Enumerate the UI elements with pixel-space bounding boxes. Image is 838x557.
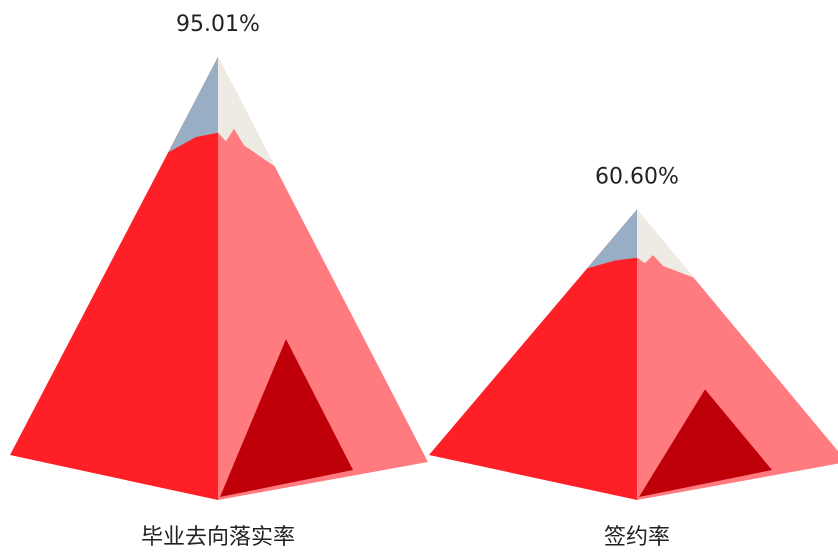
value-label: 95.01%	[176, 12, 260, 37]
snow-right	[218, 57, 275, 167]
mountain	[10, 57, 428, 500]
mountain-shadow	[220, 339, 353, 497]
mountain-left-face	[429, 209, 637, 500]
mountain	[429, 209, 838, 500]
snow-left	[168, 57, 218, 153]
value-label: 60.60%	[595, 164, 679, 189]
mountain-shadow	[639, 389, 772, 497]
category-label: 毕业去向落实率	[141, 525, 295, 550]
snow-left	[587, 209, 637, 269]
mountain-left-face	[10, 57, 218, 500]
category-label: 签约率	[604, 525, 670, 550]
snow-right	[637, 209, 694, 278]
